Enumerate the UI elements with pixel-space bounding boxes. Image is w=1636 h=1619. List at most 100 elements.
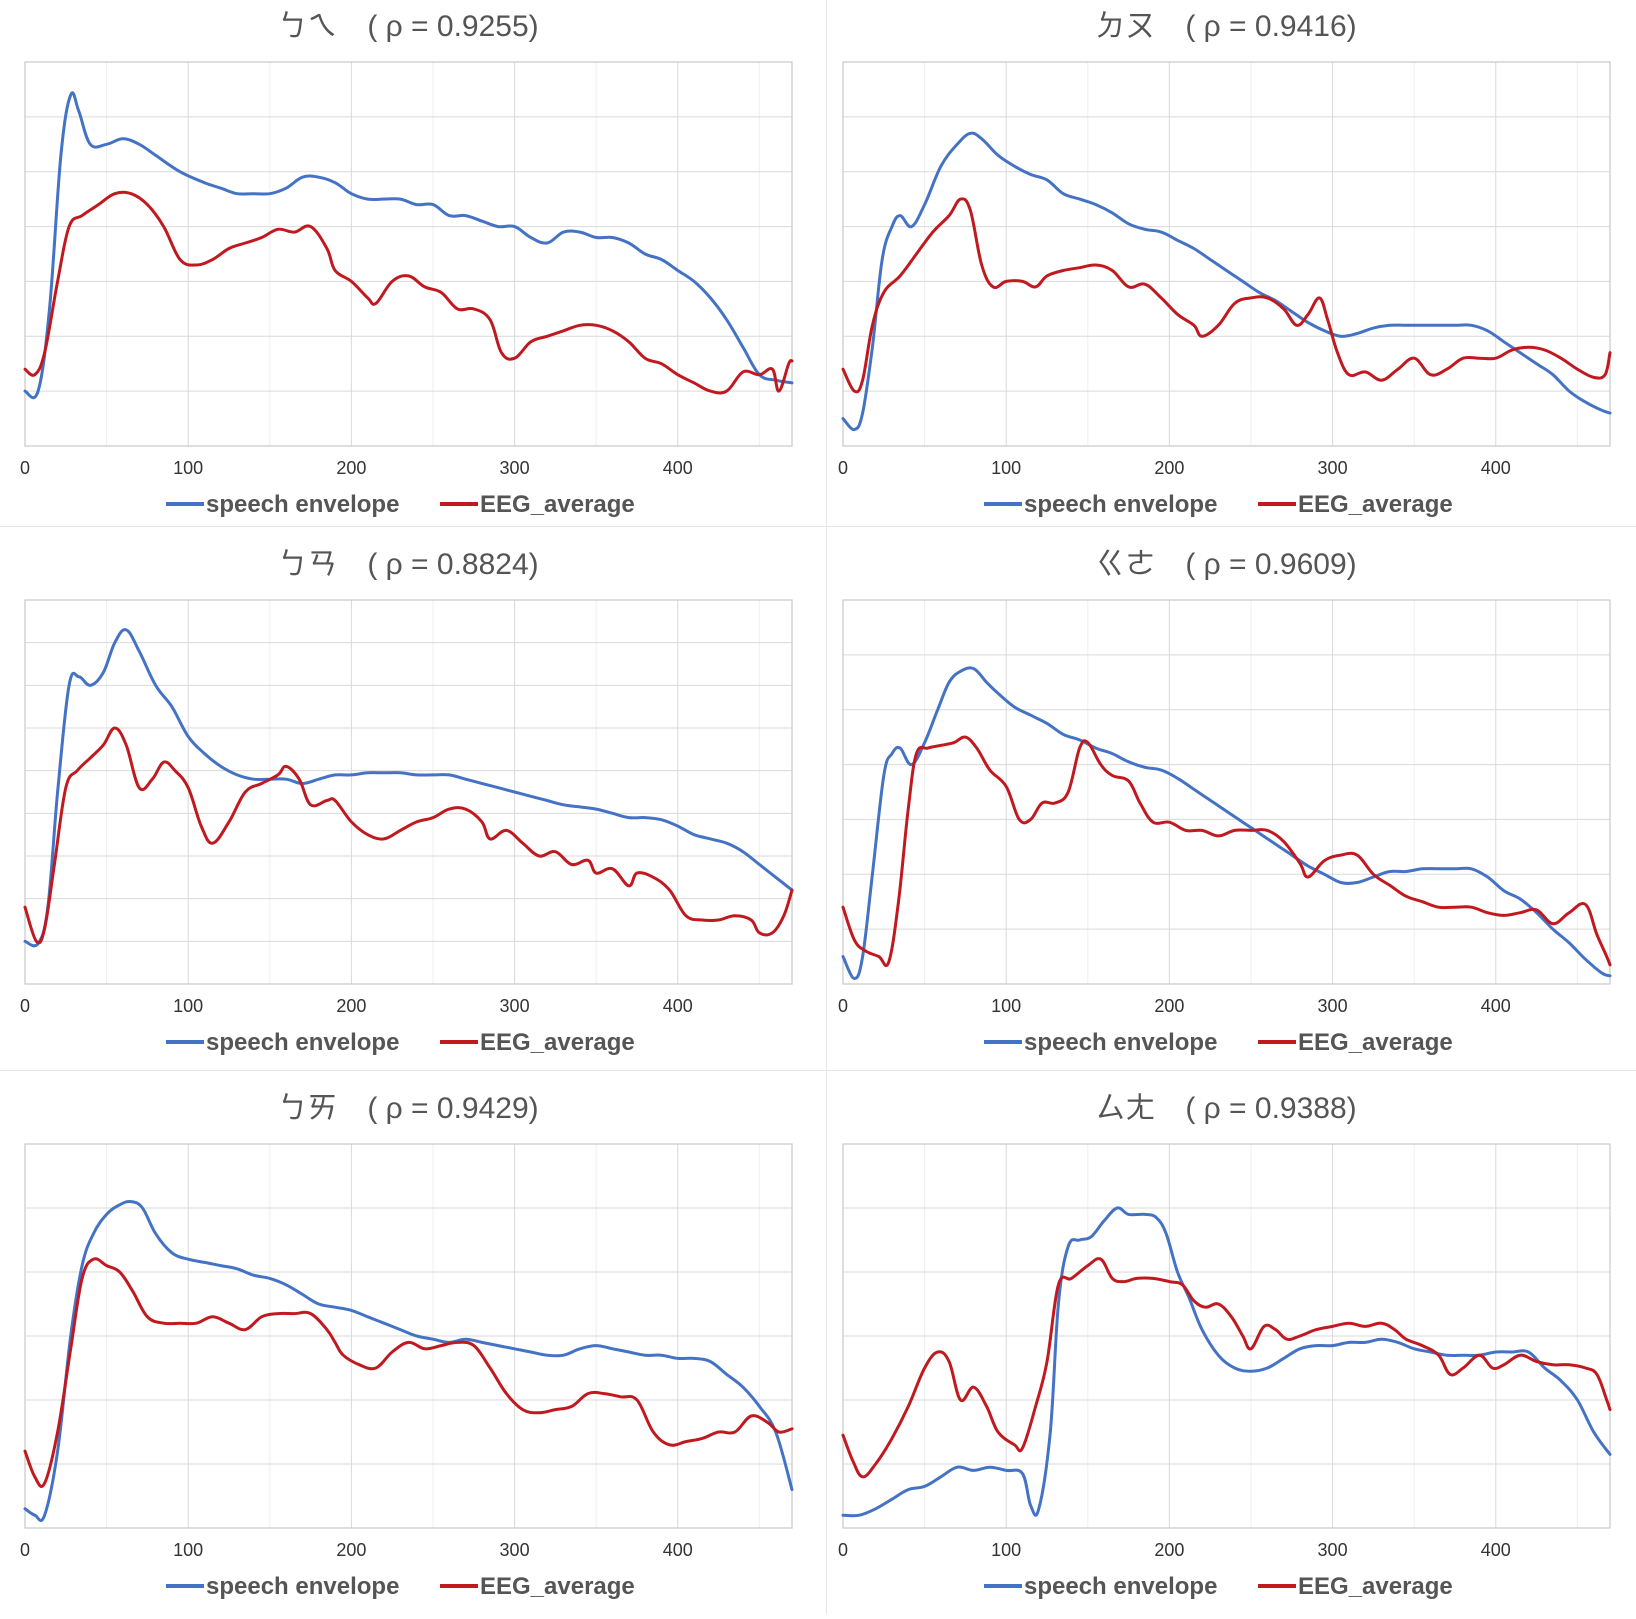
legend-label: EEG_average	[480, 1029, 635, 1056]
legend: speech envelope EEG_average	[984, 1573, 1453, 1600]
line-chart: ㄅㄞ ( ρ = 0.9429) 0 100 200 300 400 speech envel…	[20, 1092, 794, 1600]
legend-label: speech envelope	[1024, 491, 1217, 518]
x-tick-label: 300	[500, 458, 530, 478]
plot-area-border	[24, 61, 793, 447]
chart-title-rho: ( ρ = 0.9255)	[367, 10, 538, 43]
chart-title-syllable: ㄅㄞ	[277, 1092, 337, 1125]
x-tick-label: 300	[500, 996, 530, 1016]
chart-panel-4: ㄍㄜ ( ρ = 0.9609) 0 100 200 300 400 speech envel…	[818, 538, 1636, 1075]
chart-title-syllable: ㄍㄜ	[1095, 548, 1155, 581]
chart-title: ㄅㄟ ( ρ = 0.9255)	[277, 10, 538, 43]
x-tick-label: 200	[1154, 1540, 1184, 1560]
legend-label: speech envelope	[206, 1029, 399, 1056]
x-tick-label: 400	[663, 996, 693, 1016]
line-chart: ㄉㄡ ( ρ = 0.9416) 0 100 200 300 400 speech envel…	[838, 10, 1612, 518]
x-tick-label: 100	[991, 996, 1021, 1016]
chart-title: ㄍㄜ ( ρ = 0.9609)	[1095, 548, 1356, 581]
panel-divider-vertical	[826, 0, 827, 1614]
series-line-eeg-average	[23, 726, 794, 945]
chart-title-syllable: ㄙㄤ	[1095, 1092, 1155, 1125]
legend: speech envelope EEG_average	[166, 1029, 635, 1056]
legend-label: EEG_average	[1298, 491, 1453, 518]
plot-area-border	[842, 61, 1611, 447]
x-tick-label: 200	[1154, 458, 1184, 478]
chart-title-syllable: ㄅㄟ	[277, 10, 337, 43]
x-tick-label: 0	[838, 996, 848, 1016]
x-tick-label: 400	[663, 458, 693, 478]
gridlines	[24, 61, 792, 447]
line-chart: ㄙㄤ ( ρ = 0.9388) 0 100 200 300 400 speech envel…	[838, 1092, 1612, 1600]
x-tick-label: 0	[838, 458, 848, 478]
chart-title: ㄅㄞ ( ρ = 0.9429)	[277, 1092, 538, 1125]
legend: speech envelope EEG_average	[166, 1573, 635, 1600]
series-line-eeg-average	[841, 1257, 1612, 1479]
x-tick-label: 0	[838, 1540, 848, 1560]
series-line-eeg-average	[841, 735, 1612, 968]
panel-divider-horizontal-1	[0, 526, 1636, 527]
legend-label: speech envelope	[1024, 1029, 1217, 1056]
gridlines	[842, 61, 1610, 447]
chart-title-rho: ( ρ = 0.9609)	[1185, 548, 1356, 581]
x-tick-label: 300	[1318, 996, 1348, 1016]
x-tick-label: 400	[663, 1540, 693, 1560]
x-tick-label: 100	[991, 1540, 1021, 1560]
panel-divider-horizontal-2	[0, 1070, 1636, 1071]
legend-label: speech envelope	[206, 1573, 399, 1600]
chart-title-rho: ( ρ = 0.9388)	[1185, 1092, 1356, 1125]
chart-panel-5: ㄅㄞ ( ρ = 0.9429) 0 100 200 300 400 speech envel…	[0, 1082, 818, 1619]
series-line-eeg-average	[841, 197, 1612, 394]
series-line-speech-envelope	[23, 91, 794, 400]
plot-area-border	[24, 1143, 793, 1529]
series-line-speech-envelope	[23, 628, 794, 948]
gridlines	[24, 599, 792, 985]
legend-label: EEG_average	[480, 1573, 635, 1600]
legend-label: speech envelope	[1024, 1573, 1217, 1600]
legend-label: EEG_average	[1298, 1573, 1453, 1600]
series-line-speech-envelope	[23, 1199, 794, 1523]
x-tick-label: 400	[1481, 458, 1511, 478]
x-tick-label: 0	[20, 996, 30, 1016]
plot-area-border	[24, 599, 793, 985]
gridlines	[24, 1143, 792, 1529]
chart-panel-3: ㄅㄢ ( ρ = 0.8824) 0 100 200 300 400 speech envel…	[0, 538, 818, 1075]
gridlines	[842, 599, 1610, 985]
x-tick-label: 400	[1481, 1540, 1511, 1560]
plot-area-border	[842, 1143, 1611, 1529]
x-tick-label: 300	[1318, 458, 1348, 478]
x-tick-label: 200	[336, 996, 366, 1016]
legend: speech envelope EEG_average	[166, 491, 635, 518]
x-tick-label: 100	[173, 996, 203, 1016]
x-tick-label: 200	[336, 458, 366, 478]
legend: speech envelope EEG_average	[984, 1029, 1453, 1056]
chart-panel-1: ㄅㄟ ( ρ = 0.9255) 0 100 200 300 400 speech envel…	[0, 0, 818, 537]
series-line-eeg-average	[23, 1257, 794, 1488]
x-tick-label: 200	[1154, 996, 1184, 1016]
legend-label: EEG_average	[480, 491, 635, 518]
gridlines	[842, 1143, 1610, 1529]
x-tick-label: 300	[1318, 1540, 1348, 1560]
chart-title: ㄉㄡ ( ρ = 0.9416)	[1095, 10, 1356, 43]
x-tick-label: 100	[173, 1540, 203, 1560]
legend-label: EEG_average	[1298, 1029, 1453, 1056]
chart-panel-2: ㄉㄡ ( ρ = 0.9416) 0 100 200 300 400 speech envel…	[818, 0, 1636, 537]
series-line-speech-envelope	[841, 131, 1612, 431]
line-chart: ㄅㄟ ( ρ = 0.9255) 0 100 200 300 400 speech envel…	[20, 10, 794, 518]
chart-title-rho: ( ρ = 0.9429)	[367, 1092, 538, 1125]
series-line-speech-envelope	[841, 666, 1612, 980]
chart-title: ㄅㄢ ( ρ = 0.8824)	[277, 548, 538, 581]
series-line-eeg-average	[23, 190, 794, 395]
chart-title-syllable: ㄅㄢ	[277, 548, 337, 581]
line-chart: ㄅㄢ ( ρ = 0.8824) 0 100 200 300 400 speech envel…	[20, 548, 794, 1056]
x-tick-label: 100	[173, 458, 203, 478]
chart-title-syllable: ㄉㄡ	[1095, 10, 1155, 43]
x-tick-label: 0	[20, 1540, 30, 1560]
x-tick-label: 0	[20, 458, 30, 478]
legend: speech envelope EEG_average	[984, 491, 1453, 518]
chart-panel-6: ㄙㄤ ( ρ = 0.9388) 0 100 200 300 400 speech envel…	[818, 1082, 1636, 1619]
line-chart: ㄍㄜ ( ρ = 0.9609) 0 100 200 300 400 speech envel…	[838, 548, 1612, 1056]
x-tick-label: 200	[336, 1540, 366, 1560]
chart-title: ㄙㄤ ( ρ = 0.9388)	[1095, 1092, 1356, 1125]
x-tick-label: 100	[991, 458, 1021, 478]
series-line-speech-envelope	[841, 1206, 1612, 1518]
